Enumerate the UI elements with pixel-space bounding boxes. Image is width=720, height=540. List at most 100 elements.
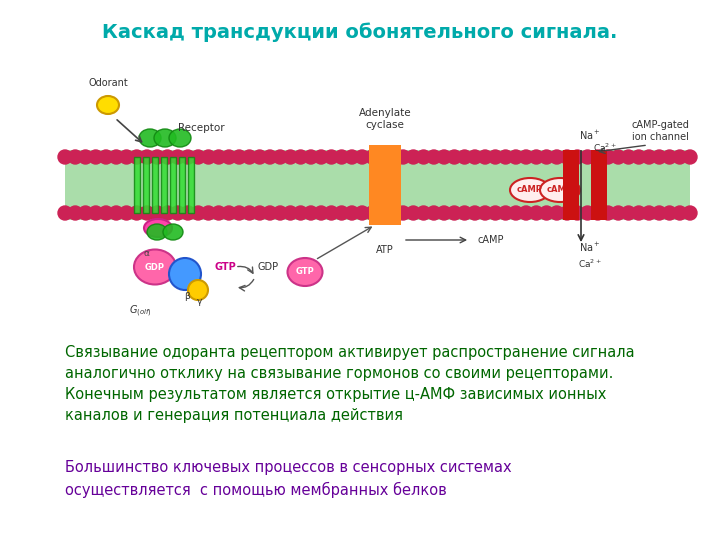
Circle shape [181,150,195,164]
Circle shape [192,206,205,220]
Circle shape [427,206,441,220]
Circle shape [222,150,236,164]
Circle shape [171,206,185,220]
Bar [143,157,149,213]
Circle shape [417,150,431,164]
Circle shape [109,206,123,220]
Bar [369,145,401,225]
Ellipse shape [169,129,191,147]
Circle shape [539,150,554,164]
Text: Ca$^{2+}$: Ca$^{2+}$ [578,258,602,270]
Ellipse shape [163,224,183,240]
Text: GDP: GDP [145,262,165,272]
Circle shape [396,206,410,220]
Circle shape [447,206,462,220]
Circle shape [161,206,174,220]
Circle shape [580,150,595,164]
Circle shape [458,206,472,220]
Circle shape [601,206,615,220]
Circle shape [509,150,523,164]
Circle shape [437,206,451,220]
Circle shape [652,206,666,220]
Circle shape [376,150,390,164]
Circle shape [631,150,646,164]
Circle shape [662,150,677,164]
Circle shape [273,150,287,164]
Text: cAMP: cAMP [517,186,543,194]
Circle shape [150,206,164,220]
Circle shape [396,150,410,164]
Circle shape [529,206,544,220]
Circle shape [458,150,472,164]
Circle shape [621,150,636,164]
Bar [170,157,176,213]
Bar [563,150,579,220]
Circle shape [570,206,585,220]
Circle shape [150,150,164,164]
Circle shape [376,206,390,220]
Circle shape [611,150,625,164]
Circle shape [99,206,113,220]
Ellipse shape [139,129,161,147]
Circle shape [294,206,307,220]
Circle shape [232,206,246,220]
Circle shape [529,150,544,164]
Circle shape [406,150,420,164]
Ellipse shape [510,178,550,202]
Circle shape [232,150,246,164]
Circle shape [99,150,113,164]
Circle shape [335,206,348,220]
Text: GDP: GDP [258,262,279,272]
Circle shape [539,206,554,220]
Circle shape [202,206,215,220]
Circle shape [642,150,656,164]
Text: Adenylate
cyclase: Adenylate cyclase [359,107,411,130]
Circle shape [171,150,185,164]
Circle shape [314,150,328,164]
Circle shape [365,150,379,164]
Circle shape [621,206,636,220]
Circle shape [468,206,482,220]
Circle shape [284,150,297,164]
Circle shape [68,206,82,220]
Circle shape [468,150,482,164]
Circle shape [662,206,677,220]
Circle shape [642,206,656,220]
Circle shape [683,150,697,164]
Circle shape [488,150,503,164]
Circle shape [550,150,564,164]
Text: Odorant: Odorant [88,78,128,88]
Circle shape [417,206,431,220]
Circle shape [427,150,441,164]
Circle shape [672,206,687,220]
Circle shape [365,206,379,220]
Circle shape [601,150,615,164]
Ellipse shape [154,129,176,147]
Circle shape [202,150,215,164]
Circle shape [570,150,585,164]
Ellipse shape [287,258,323,286]
Circle shape [314,206,328,220]
Circle shape [89,150,103,164]
Circle shape [263,150,277,164]
Circle shape [345,206,359,220]
Text: ATP: ATP [376,245,394,255]
Text: $G_{(olf)}$: $G_{(olf)}$ [129,304,151,319]
Text: cAMP: cAMP [547,186,573,194]
Circle shape [169,258,201,290]
Circle shape [253,150,266,164]
Circle shape [519,206,533,220]
Bar [591,150,607,220]
Circle shape [284,206,297,220]
Text: cAMP: cAMP [478,235,505,245]
Text: Большинство ключевых процессов в сенсорных системах
осуществляется  с помощью ме: Большинство ключевых процессов в сенсорн… [65,460,512,498]
Circle shape [631,206,646,220]
Circle shape [498,206,513,220]
Circle shape [672,150,687,164]
Circle shape [560,150,574,164]
Circle shape [212,206,225,220]
Circle shape [345,150,359,164]
Text: GTP: GTP [296,267,315,276]
Circle shape [591,150,605,164]
Circle shape [188,280,208,300]
